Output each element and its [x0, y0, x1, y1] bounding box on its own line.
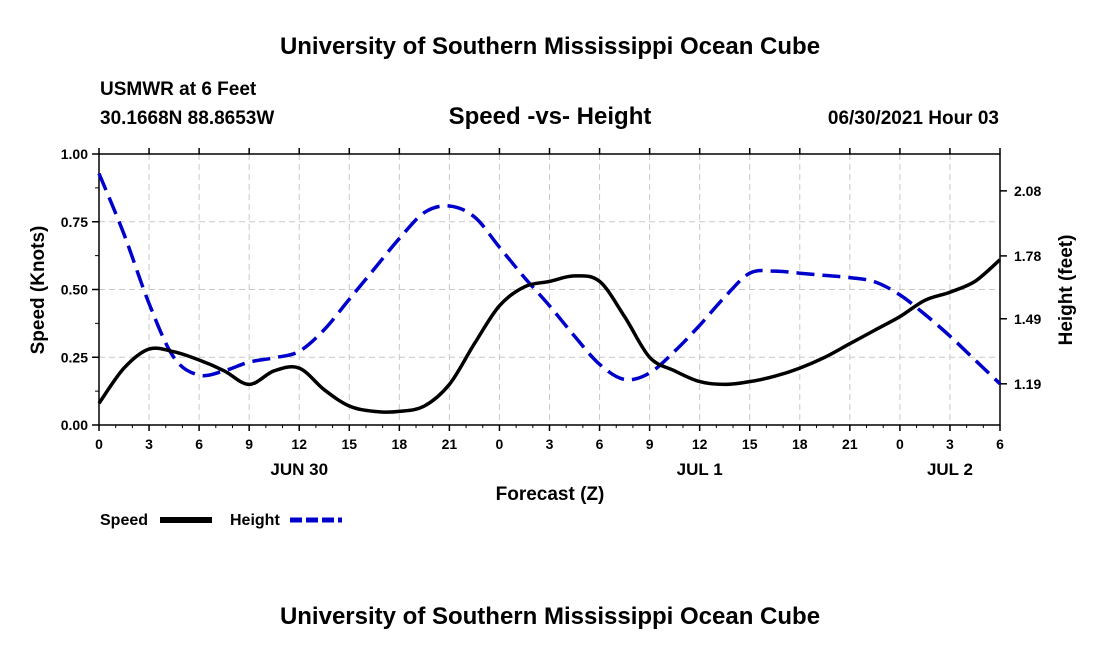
- coordinates-label: 30.1668N 88.8653W: [100, 108, 274, 129]
- height-series-line: [97, 172, 1002, 386]
- y-tick-label: 1.00: [61, 146, 88, 162]
- y-tick-label: 0.75: [61, 214, 88, 230]
- x-tick-label: 3: [546, 436, 554, 452]
- x-tick-label: 21: [842, 436, 858, 452]
- y2-tick-label: 1.19: [1014, 376, 1041, 392]
- x-tick-label: 12: [692, 436, 708, 452]
- x-tick-label: 6: [195, 436, 203, 452]
- x-tick-label: 6: [996, 436, 1004, 452]
- x-tick-label: 15: [341, 436, 357, 452]
- y2-tick-label: 1.78: [1014, 248, 1041, 264]
- axis-ticks: 0 3 6 9 12 15 18 21 0 3 6 9 12 15 18 21 0 3 6 0.00 0.25 0.50 0…: [61, 146, 1042, 479]
- legend-speed-label: Speed: [100, 512, 148, 529]
- y2-axis-label: Height (feet): [1056, 235, 1077, 346]
- x-tick-label: 18: [392, 436, 408, 452]
- chart-title: Speed -vs- Height: [449, 103, 652, 130]
- date-label: JUN 30: [270, 460, 328, 479]
- y2-tick-label: 1.49: [1014, 311, 1041, 327]
- legend: Speed Height: [100, 512, 342, 529]
- x-axis-label: Forecast (Z): [496, 484, 605, 505]
- x-tick-label: 0: [95, 436, 103, 452]
- legend-height-label: Height: [230, 512, 280, 529]
- x-tick-label: 3: [946, 436, 954, 452]
- y-tick-label: 0.25: [61, 349, 88, 365]
- gridlines: [99, 154, 1000, 425]
- y-tick-label: 0.00: [61, 417, 88, 433]
- x-tick-label: 0: [496, 436, 504, 452]
- y2-tick-label: 2.08: [1014, 183, 1041, 199]
- x-tick-label: 9: [646, 436, 654, 452]
- page-title: University of Southern Mississippi Ocean…: [280, 33, 820, 60]
- x-tick-label: 3: [145, 436, 153, 452]
- datetime-label: 06/30/2021 Hour 03: [828, 108, 999, 129]
- x-tick-label: 9: [245, 436, 253, 452]
- series-lines: [97, 172, 1002, 414]
- y-tick-label: 0.50: [61, 282, 88, 298]
- station-label: USMWR at 6 Feet: [100, 79, 257, 100]
- x-tick-label: 0: [896, 436, 904, 452]
- x-tick-label: 21: [442, 436, 458, 452]
- date-label: JUL 1: [677, 460, 723, 479]
- x-tick-label: 18: [792, 436, 808, 452]
- x-tick-label: 6: [596, 436, 604, 452]
- date-label: JUL 2: [927, 460, 973, 479]
- y-axis-label: Speed (Knots): [28, 226, 49, 355]
- footer-title: University of Southern Mississippi Ocean…: [280, 603, 820, 630]
- x-tick-label: 15: [742, 436, 758, 452]
- x-tick-label: 12: [291, 436, 307, 452]
- speed-series-line: [97, 258, 1002, 414]
